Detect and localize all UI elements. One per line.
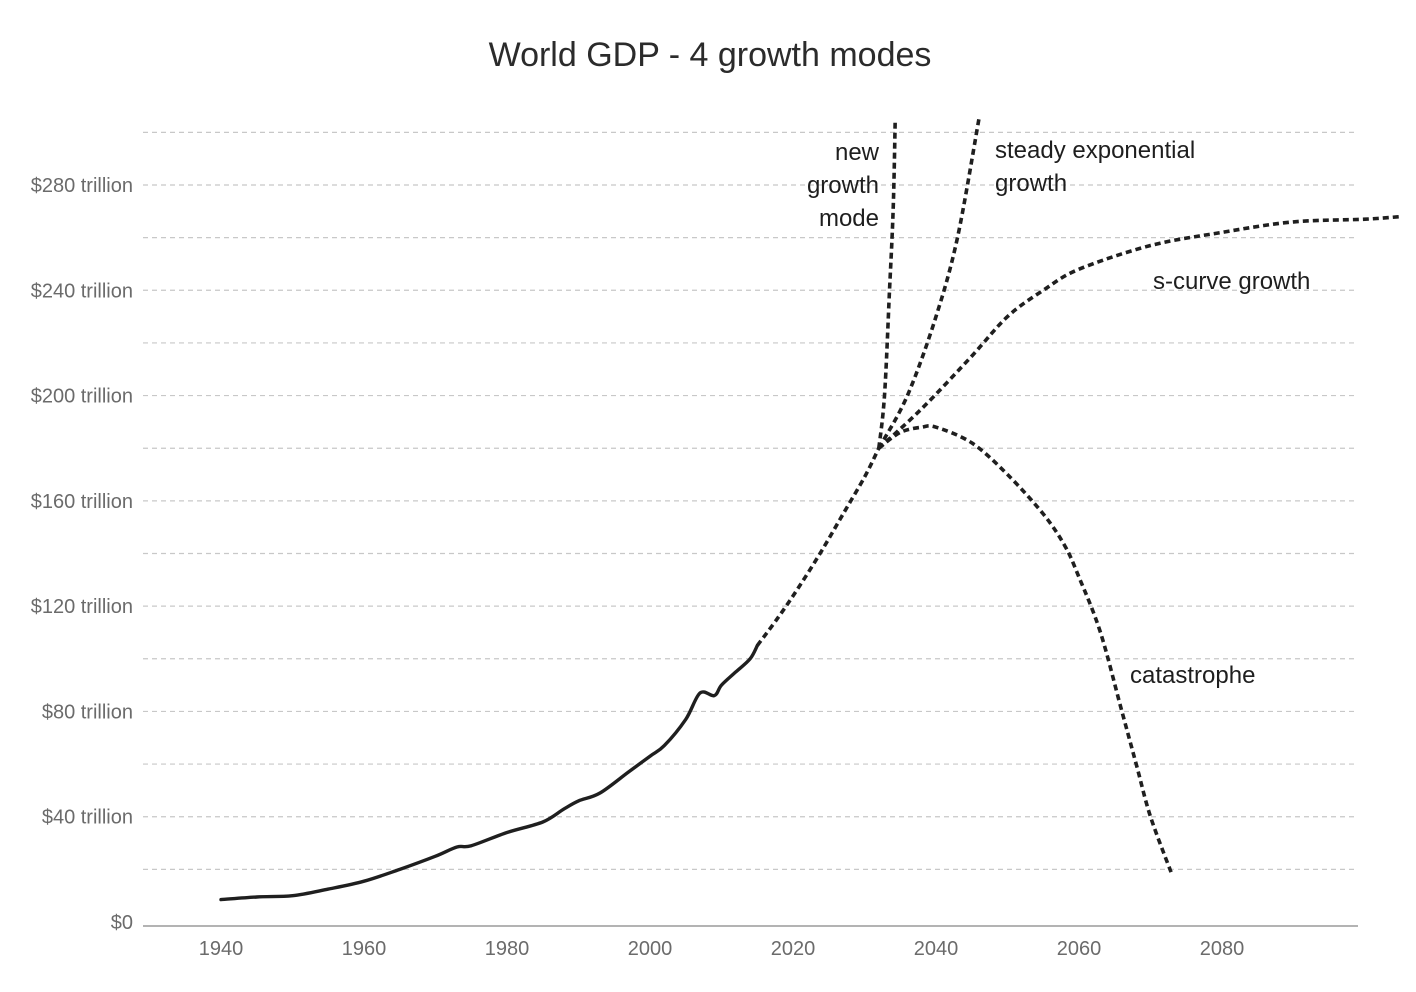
series-lines — [219, 118, 1401, 902]
x-tick-label: 2080 — [1200, 938, 1245, 960]
x-tick-label: 1980 — [485, 938, 530, 960]
x-tick-label: 1940 — [199, 938, 244, 960]
series-line-historical — [219, 643, 759, 902]
x-tick-label: 2060 — [1057, 938, 1102, 960]
series-line-trend — [755, 447, 881, 647]
x-tick-label: 1960 — [342, 938, 387, 960]
annotation-new-growth-mode: growth — [807, 172, 879, 199]
x-tick-label: 2020 — [771, 938, 816, 960]
gridlines — [143, 131, 1358, 870]
series-line-s-curve — [877, 214, 1401, 450]
y-tick-label: $120 trillion — [31, 596, 133, 618]
series-line-new-growth-mode — [877, 119, 897, 449]
y-tick-label: $240 trillion — [31, 280, 133, 302]
annotation-catastrophe: catastrophe — [1130, 662, 1255, 689]
x-tick-label: 2000 — [628, 938, 673, 960]
annotation-s-curve: s-curve growth — [1153, 268, 1310, 295]
y-axis-ticks: $0 $40 trillion $80 trillion $120 trillion $… — [31, 175, 133, 934]
y-tick-label: $40 trillion — [42, 807, 133, 829]
annotation-new-growth-mode: new — [835, 139, 880, 166]
x-tick-label: 2040 — [914, 938, 959, 960]
series-annotations: new growth mode steady exponential growth s-c… — [807, 137, 1310, 689]
annotation-steady-exponential: steady exponential — [995, 137, 1195, 164]
annotation-new-growth-mode: mode — [819, 205, 879, 232]
y-tick-label: $80 trillion — [42, 701, 133, 723]
y-tick-label: $280 trillion — [31, 175, 133, 197]
series-line-steady-exponential — [877, 118, 981, 450]
y-tick-label: $0 — [111, 912, 133, 934]
series-line-catastrophe — [877, 423, 1174, 876]
y-tick-label: $160 trillion — [31, 491, 133, 513]
chart-title: World GDP - 4 growth modes — [489, 36, 932, 74]
x-axis-ticks: 1940 1960 1980 2000 2020 2040 2060 2080 — [199, 938, 1245, 960]
y-tick-label: $200 trillion — [31, 386, 133, 408]
annotation-steady-exponential: growth — [995, 170, 1067, 197]
